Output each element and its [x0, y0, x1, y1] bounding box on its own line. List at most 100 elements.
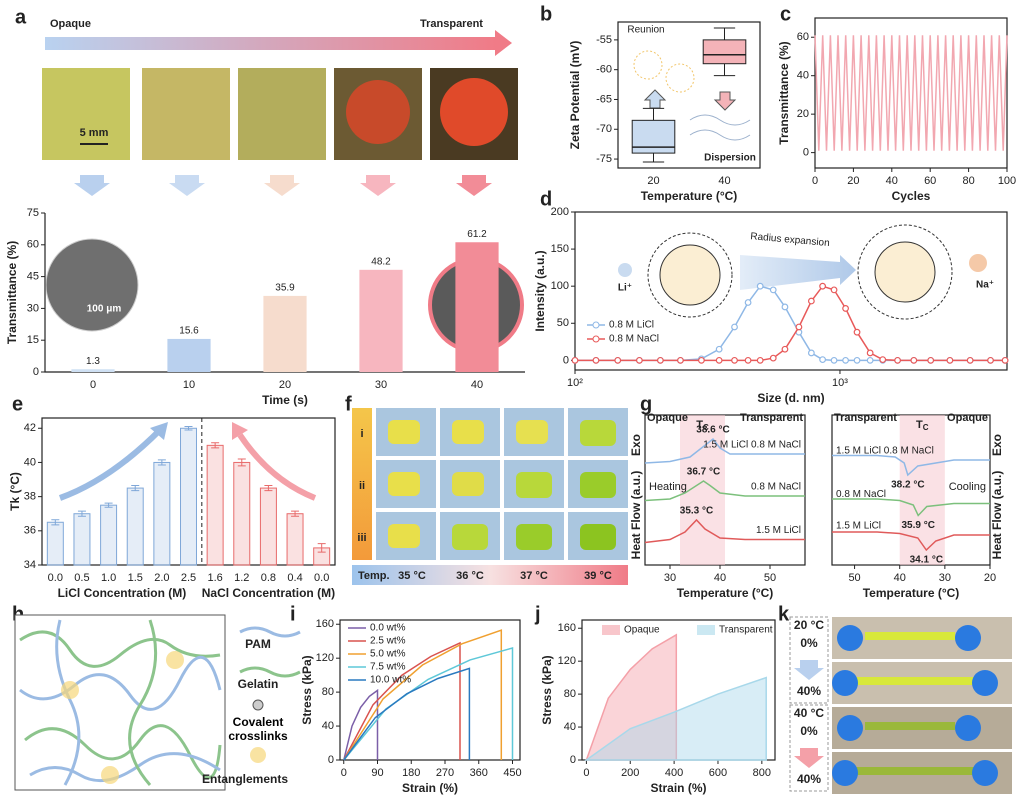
marker: [769, 286, 777, 294]
curve-label: 1.5 M LiCl 0.8 M NaCl: [703, 440, 801, 451]
marker: [677, 356, 684, 364]
x-tick-label: 600: [709, 767, 727, 779]
y-tick-label: 40: [564, 721, 576, 733]
error-bar: [184, 426, 193, 431]
line: [343, 688, 379, 761]
peak-label: 36.7 °C: [687, 467, 720, 478]
x-tick-label: 0.4: [287, 572, 302, 584]
plot-frame: [617, 21, 761, 169]
x-tick-label: 0: [341, 767, 347, 779]
row-label: iii: [357, 532, 366, 544]
bar: [455, 242, 499, 372]
value-label: 1.3: [86, 356, 100, 367]
marker: [769, 354, 777, 362]
legend-icon: [250, 747, 266, 763]
bar: [71, 369, 115, 372]
x-tick-label: 20: [279, 379, 291, 391]
y-tick-label: 36: [24, 525, 36, 537]
marker: [795, 323, 803, 331]
photo: [42, 68, 130, 160]
arrow: [794, 660, 824, 680]
line: [832, 531, 990, 552]
y-axis-label: Tk (°C): [8, 472, 22, 511]
annotation: Li⁺: [618, 283, 632, 294]
exo-label: Exo: [629, 434, 643, 456]
x-tick-label: 40: [718, 175, 730, 187]
down-arrow: [264, 175, 300, 196]
legend-icon: [239, 666, 301, 678]
error-bar: [211, 442, 220, 449]
exo-label: Exo: [990, 434, 1004, 456]
legend-label: Opaque: [624, 625, 660, 636]
bar: [180, 427, 197, 566]
panel-letter: j: [534, 603, 541, 625]
y-axis-label: Transmittance (%): [777, 41, 791, 144]
temp-label: 39 °C: [584, 570, 612, 582]
y-tick-label: 40: [322, 720, 334, 732]
chains: [689, 114, 751, 141]
bar: [73, 513, 91, 566]
marker: [927, 356, 935, 364]
x-tick-label: 20: [984, 572, 996, 584]
tc-sub: C: [703, 423, 709, 432]
marker: [756, 282, 764, 290]
marker: [756, 356, 764, 364]
x-tick-label: 30: [375, 379, 387, 391]
temp-label: 37 °C: [520, 570, 548, 582]
x-tick-label: 0: [90, 379, 96, 391]
marker: [830, 356, 838, 364]
marker: [744, 356, 752, 364]
box: [702, 39, 747, 65]
y-tick-label: -70: [596, 123, 612, 135]
x-axis-label: Temperature (°C): [863, 586, 960, 600]
arrow-head: [495, 30, 512, 56]
marker: [853, 328, 861, 336]
process-label: Heating: [649, 481, 687, 493]
scale-label: 5 mm: [80, 127, 109, 139]
marker: [1001, 356, 1009, 364]
side-strip: [352, 408, 372, 560]
x-tick-label: 40: [714, 572, 726, 584]
x-tick-label: 20: [647, 175, 659, 187]
marker: [807, 349, 815, 357]
x-tick-label: 40: [886, 175, 898, 187]
legend-marker: [592, 321, 600, 329]
arrow: [740, 255, 856, 290]
label: 0%: [800, 724, 818, 738]
error-bar: [157, 459, 166, 466]
x-tick-label: 0.8: [261, 572, 276, 584]
line: [832, 454, 990, 477]
tc-band: [680, 415, 725, 565]
curve-label: 0.8 M NaCl: [751, 482, 801, 493]
bar: [206, 444, 224, 566]
value-label: 15.6: [179, 326, 199, 337]
x-tick-label: 90: [371, 767, 383, 779]
bar: [167, 338, 211, 372]
y-tick-label: 38: [24, 491, 36, 503]
arrow: [713, 91, 737, 111]
error-bar: [291, 510, 300, 517]
value-label: 61.2: [467, 229, 487, 240]
legend-label: 0.8 M LiCl: [609, 320, 654, 331]
label: 40%: [797, 772, 821, 786]
x-tick-label: 0: [812, 175, 818, 187]
y-tick-label: 15: [27, 334, 39, 346]
y-tick-label: 80: [564, 688, 576, 700]
icon: [633, 50, 663, 80]
line: [832, 498, 990, 517]
x-tick-label: 180: [402, 767, 420, 779]
marker: [879, 356, 887, 364]
y-axis-label: Heat Flow (a.u.): [629, 471, 643, 560]
photos: [832, 617, 1012, 794]
marker: [781, 345, 789, 353]
bar: [46, 521, 64, 566]
box: [789, 616, 829, 704]
peak-label: 35.9 °C: [901, 520, 934, 531]
arrow: [150, 422, 168, 440]
marker: [656, 356, 664, 364]
x-axis-label: Time (s): [262, 393, 308, 407]
temp-label: 35 °C: [398, 570, 426, 582]
y-tick-label: 50: [557, 317, 569, 329]
y-tick-label: 60: [797, 31, 809, 43]
y-tick-label: 0: [570, 754, 576, 766]
